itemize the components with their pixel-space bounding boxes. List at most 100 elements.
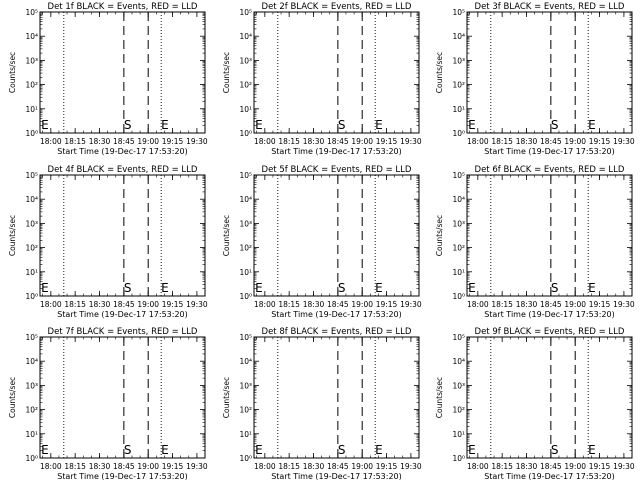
x-axis-label: Start Time (19-Dec-17 17:53:20) (57, 147, 188, 156)
marker-label: S (338, 443, 346, 457)
y-tick-label: 10³ (25, 219, 38, 228)
panel-title: Det 1f BLACK = Events, RED = LLD (48, 2, 198, 12)
marker-label: S (551, 281, 559, 295)
x-tick-label: 18:15 (491, 137, 513, 146)
plot-frame (466, 174, 633, 297)
marker-label: E (41, 443, 49, 457)
y-tick-label: 10⁵ (239, 8, 252, 17)
x-tick-label: 19:15 (589, 300, 611, 309)
x-tick-label: 18:30 (89, 300, 111, 309)
detector-panel: Det 4f BLACK = Events, RED = LLD 10⁰ 10¹ 10… (8, 165, 208, 319)
plot-frame (39, 174, 206, 297)
x-tick-label: 18:15 (64, 462, 86, 471)
x-tick-label: 18:45 (327, 300, 349, 309)
y-tick-label: 10⁵ (452, 333, 465, 342)
y-tick-label: 10¹ (25, 430, 38, 439)
y-tick-label: 10³ (452, 56, 465, 65)
x-tick-label: 19:30 (186, 137, 208, 146)
x-tick-label: 18:45 (540, 462, 562, 471)
x-tick-label: 19:30 (400, 137, 422, 146)
plot-frame (253, 174, 420, 297)
x-tick-label: 18:45 (540, 137, 562, 146)
panel-title: Det 7f BLACK = Events, RED = LLD (48, 327, 198, 337)
panel-title: Det 6f BLACK = Events, RED = LLD (475, 165, 625, 175)
x-tick-label: 19:00 (351, 300, 373, 309)
y-tick-label: 10¹ (452, 105, 465, 114)
plot-frame (466, 336, 633, 459)
x-tick-label: 19:00 (351, 462, 373, 471)
x-tick-label: 18:00 (254, 300, 276, 309)
x-axis-label: Start Time (19-Dec-17 17:53:20) (484, 472, 615, 480)
marker-label: E (588, 281, 596, 295)
x-axis-label: Start Time (19-Dec-17 17:53:20) (57, 310, 188, 319)
marker-label: E (468, 281, 476, 295)
x-axis-label: Start Time (19-Dec-17 17:53:20) (271, 147, 402, 156)
y-tick-label: 10⁰ (25, 292, 38, 301)
x-tick-label: 19:00 (137, 137, 159, 146)
y-tick-label: 10⁴ (25, 357, 38, 366)
marker-label: E (588, 118, 596, 132)
x-tick-label: 18:00 (467, 137, 489, 146)
y-tick-label: 10⁴ (239, 195, 252, 204)
x-tick-label: 18:00 (40, 137, 62, 146)
y-tick-label: 10² (239, 244, 252, 253)
x-axis-label: Start Time (19-Dec-17 17:53:20) (484, 147, 615, 156)
x-tick-label: 18:45 (327, 137, 349, 146)
x-tick-label: 18:45 (540, 300, 562, 309)
y-tick-label: 10³ (452, 381, 465, 390)
y-tick-label: 10⁰ (452, 292, 465, 301)
y-axis-label: Counts/sec (8, 215, 17, 256)
y-tick-label: 10¹ (25, 105, 38, 114)
y-tick-label: 10⁰ (239, 129, 252, 138)
y-tick-label: 10⁰ (452, 454, 465, 463)
y-tick-label: 10¹ (239, 268, 252, 277)
marker-label: E (255, 281, 263, 295)
x-tick-label: 18:00 (40, 300, 62, 309)
x-tick-label: 19:15 (162, 300, 184, 309)
marker-label: S (124, 443, 132, 457)
y-tick-label: 10² (239, 406, 252, 415)
y-tick-label: 10⁵ (239, 333, 252, 342)
x-tick-label: 19:00 (137, 462, 159, 471)
y-tick-label: 10⁵ (25, 171, 38, 180)
y-tick-label: 10³ (239, 56, 252, 65)
marker-label: S (338, 281, 346, 295)
x-axis-label: Start Time (19-Dec-17 17:53:20) (57, 472, 188, 480)
y-tick-label: 10¹ (239, 105, 252, 114)
marker-label: E (468, 118, 476, 132)
marker-label: E (588, 443, 596, 457)
x-axis-label: Start Time (19-Dec-17 17:53:20) (484, 310, 615, 319)
panel-title: Det 3f BLACK = Events, RED = LLD (475, 2, 625, 12)
y-tick-label: 10⁰ (452, 129, 465, 138)
detector-panel: Det 5f BLACK = Events, RED = LLD 10⁰ 10¹ 10… (222, 165, 422, 319)
x-tick-label: 19:00 (564, 300, 586, 309)
x-tick-label: 19:30 (613, 300, 635, 309)
x-tick-label: 18:45 (113, 137, 135, 146)
y-tick-label: 10⁵ (452, 171, 465, 180)
detector-panel: Det 8f BLACK = Events, RED = LLD 10⁰ 10¹ 10… (222, 327, 422, 480)
y-tick-label: 10⁴ (239, 32, 252, 41)
marker-label: E (161, 118, 169, 132)
x-tick-label: 18:30 (516, 300, 538, 309)
plot-frame (466, 11, 633, 134)
x-tick-label: 18:30 (516, 137, 538, 146)
x-tick-label: 18:00 (254, 462, 276, 471)
x-tick-label: 18:15 (64, 137, 86, 146)
marker-label: E (468, 443, 476, 457)
y-tick-label: 10⁰ (25, 129, 38, 138)
x-tick-label: 18:30 (303, 462, 325, 471)
marker-label: E (255, 118, 263, 132)
x-tick-label: 19:30 (400, 462, 422, 471)
x-tick-label: 18:15 (491, 300, 513, 309)
y-tick-label: 10¹ (452, 268, 465, 277)
y-tick-label: 10⁵ (25, 333, 38, 342)
y-tick-label: 10³ (25, 56, 38, 65)
plot-frame (39, 336, 206, 459)
x-tick-label: 18:15 (278, 300, 300, 309)
marker-label: E (161, 281, 169, 295)
y-axis-label: Counts/sec (222, 52, 231, 93)
x-tick-label: 18:45 (113, 300, 135, 309)
x-tick-label: 19:15 (162, 137, 184, 146)
marker-label: S (551, 443, 559, 457)
